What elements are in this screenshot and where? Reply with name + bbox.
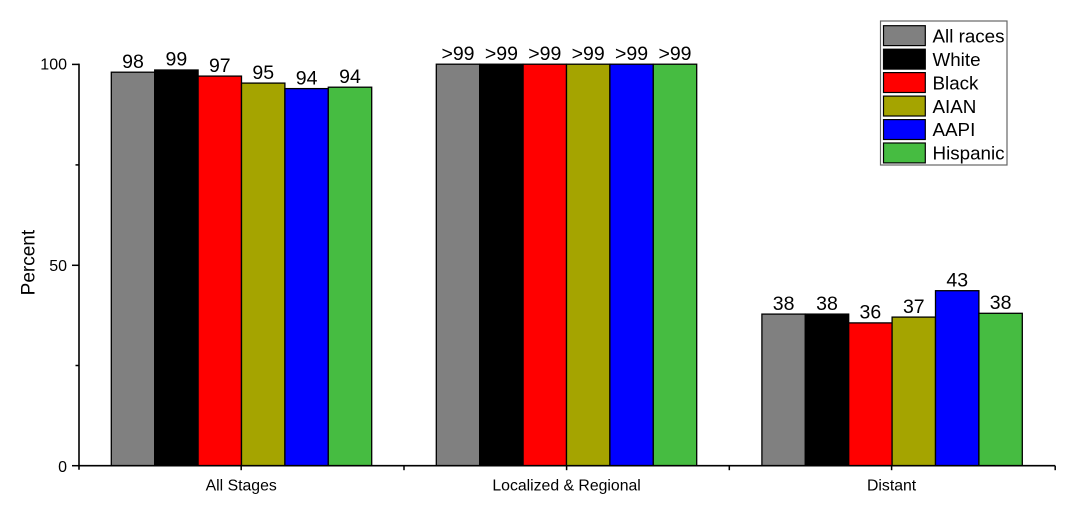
- svg-text:>99: >99: [485, 43, 518, 65]
- svg-text:AAPI: AAPI: [933, 119, 976, 140]
- svg-text:36: 36: [860, 302, 882, 324]
- svg-text:100: 100: [40, 57, 67, 74]
- svg-text:94: 94: [339, 66, 361, 88]
- svg-text:>99: >99: [572, 43, 605, 65]
- svg-text:98: 98: [122, 51, 144, 73]
- svg-text:94: 94: [296, 67, 318, 89]
- svg-text:>99: >99: [441, 43, 474, 65]
- svg-text:All Stages: All Stages: [206, 478, 277, 495]
- svg-text:37: 37: [903, 296, 925, 318]
- svg-text:White: White: [933, 49, 981, 70]
- svg-text:97: 97: [209, 55, 231, 77]
- svg-text:0: 0: [58, 459, 67, 476]
- svg-text:Hispanic: Hispanic: [933, 143, 1005, 164]
- svg-text:43: 43: [946, 269, 968, 291]
- svg-text:>99: >99: [528, 43, 561, 65]
- svg-text:Black: Black: [933, 72, 980, 93]
- svg-text:AIAN: AIAN: [933, 96, 977, 117]
- svg-text:38: 38: [990, 292, 1012, 314]
- svg-text:Percent: Percent: [18, 229, 39, 295]
- svg-text:All races: All races: [933, 25, 1005, 46]
- svg-text:>99: >99: [615, 43, 648, 65]
- svg-text:95: 95: [252, 62, 274, 84]
- svg-text:Distant: Distant: [867, 478, 917, 495]
- svg-text:38: 38: [773, 293, 795, 315]
- svg-text:>99: >99: [658, 43, 691, 65]
- svg-text:99: 99: [166, 49, 188, 71]
- svg-text:Localized & Regional: Localized & Regional: [492, 478, 640, 495]
- svg-text:38: 38: [816, 293, 838, 315]
- svg-text:50: 50: [49, 258, 67, 275]
